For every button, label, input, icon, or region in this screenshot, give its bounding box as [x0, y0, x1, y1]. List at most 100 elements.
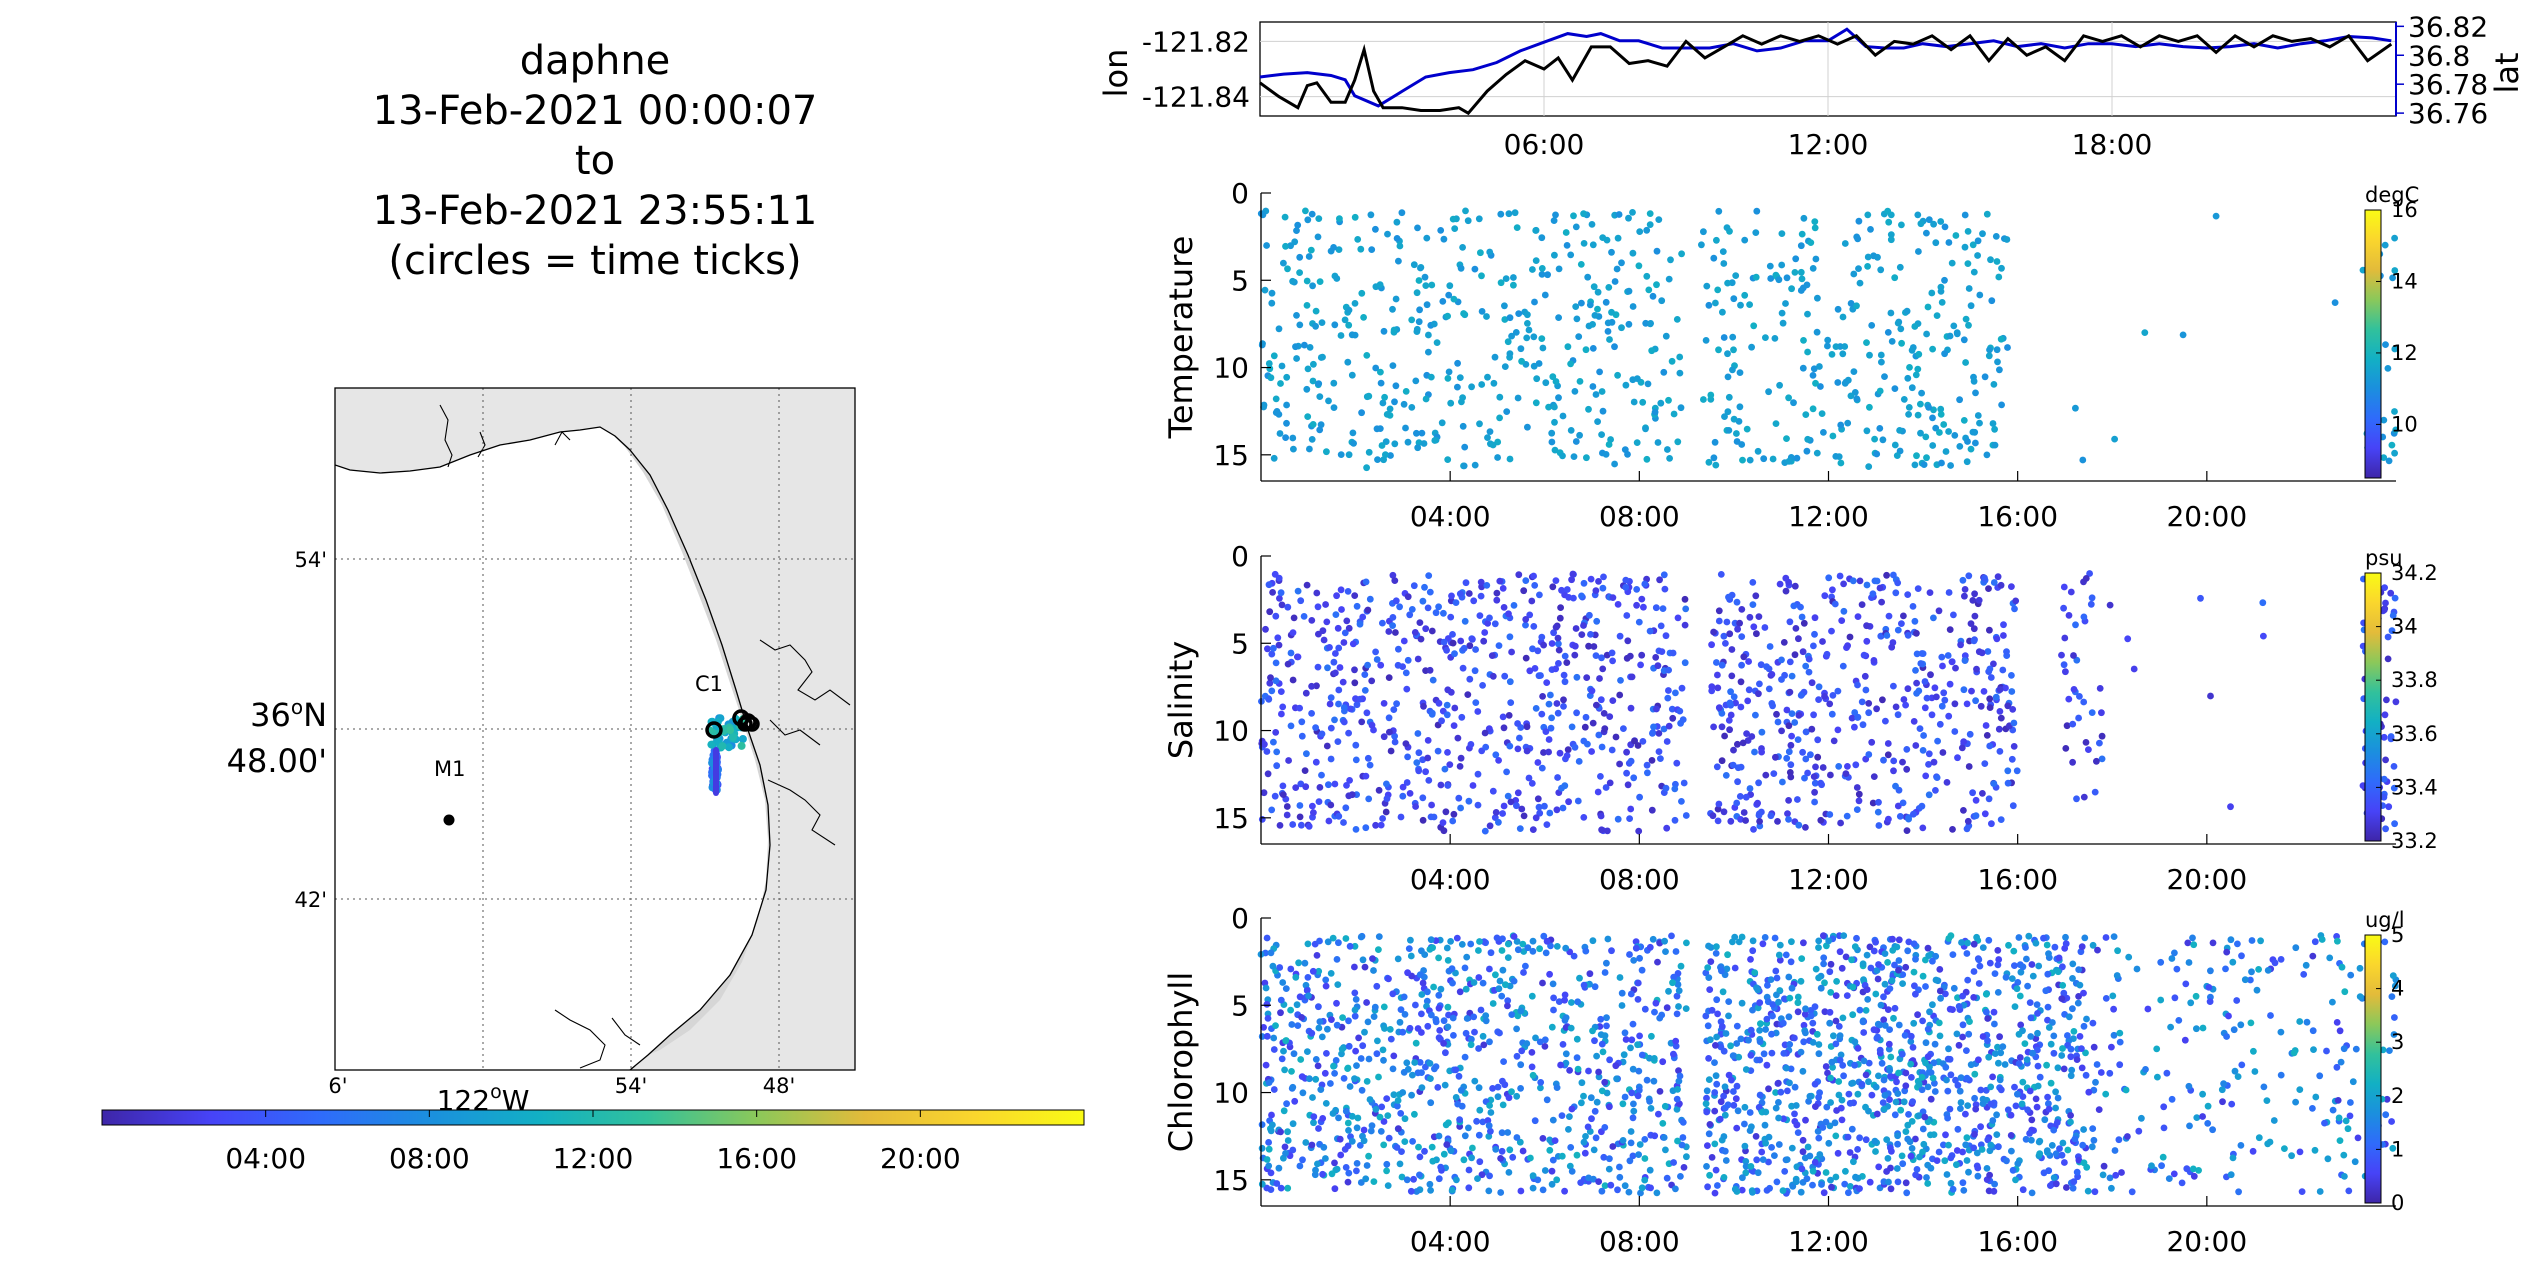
data-point — [2238, 1061, 2246, 1069]
data-point — [2230, 1026, 2238, 1034]
data-point — [2081, 934, 2089, 942]
x-tick-label: 16:00 — [1977, 1225, 2058, 1258]
data-point — [1392, 597, 1400, 605]
data-point — [1768, 1030, 1775, 1038]
data-point — [1937, 405, 1945, 413]
data-point — [1578, 299, 1585, 307]
data-point — [1316, 426, 1324, 434]
data-point — [2310, 1046, 2317, 1053]
data-point — [1960, 1187, 1968, 1194]
data-point — [1810, 711, 1817, 719]
data-point — [1449, 1014, 1457, 1022]
data-point — [1494, 454, 1501, 461]
data-point — [1404, 753, 1411, 761]
data-point — [1443, 711, 1451, 719]
data-point — [1885, 815, 1892, 823]
data-point — [1335, 939, 1342, 947]
data-point — [2080, 1126, 2088, 1133]
data-point — [1575, 758, 1583, 765]
data-point — [1980, 688, 1988, 695]
data-point — [1353, 1167, 1360, 1175]
data-point — [1885, 1040, 1893, 1048]
data-point — [1340, 639, 1348, 646]
data-point — [1470, 597, 1478, 605]
data-point — [1532, 705, 1540, 712]
data-point — [1548, 1167, 1556, 1175]
data-point — [1711, 1189, 1719, 1197]
data-point — [1503, 768, 1510, 776]
data-point — [1660, 725, 1668, 733]
data-point — [1629, 1065, 1637, 1073]
data-point — [1504, 997, 1512, 1004]
data-point — [1678, 798, 1685, 805]
data-point — [2054, 968, 2062, 976]
data-point — [1884, 1006, 1892, 1013]
data-point — [1728, 672, 1736, 680]
data-point — [1921, 678, 1929, 685]
data-point — [2237, 1142, 2245, 1149]
data-point — [1904, 591, 1912, 598]
data-point — [1283, 811, 1291, 819]
data-point — [1715, 607, 1723, 615]
data-point — [1456, 1116, 1463, 1123]
data-point — [1822, 1063, 1830, 1070]
title-line-start: 13-Feb-2021 00:00:07 — [372, 88, 818, 134]
data-point — [1792, 255, 1800, 263]
data-point — [1942, 1131, 1949, 1139]
data-point — [2044, 970, 2052, 978]
data-point — [1560, 703, 1567, 710]
data-point — [1704, 1022, 1712, 1030]
data-point — [1365, 795, 1373, 803]
data-point — [1322, 601, 1329, 608]
data-point — [1823, 1103, 1831, 1111]
data-point — [1290, 614, 1298, 622]
data-point — [1756, 818, 1763, 825]
data-point — [1608, 248, 1615, 256]
data-point — [1741, 236, 1749, 244]
data-point — [1380, 733, 1388, 741]
data-point — [1589, 1027, 1596, 1035]
data-point — [1496, 1029, 1503, 1037]
data-point — [1873, 450, 1881, 458]
data-point — [1660, 571, 1668, 579]
data-point — [1332, 611, 1340, 618]
data-point — [2024, 982, 2031, 990]
data-point — [1675, 1067, 1682, 1074]
data-point — [1994, 989, 2002, 996]
data-point — [1400, 993, 1408, 1001]
data-point — [1604, 319, 1612, 327]
data-point — [1764, 982, 1771, 989]
data-point — [1978, 649, 1986, 657]
data-point — [1759, 940, 1767, 948]
data-point — [1707, 391, 1715, 399]
data-point — [1919, 1148, 1926, 1156]
data-point — [1638, 595, 1646, 603]
data-point — [2008, 1147, 2015, 1155]
data-point — [1810, 365, 1818, 373]
data-point — [1703, 1087, 1711, 1095]
data-point — [1845, 1189, 1852, 1197]
data-point — [1889, 947, 1897, 954]
data-point — [1378, 442, 1386, 449]
data-point — [1774, 1079, 1782, 1087]
data-point — [1530, 362, 1538, 370]
data-point — [1930, 1059, 1938, 1067]
data-point — [1725, 1071, 1733, 1079]
data-point — [1925, 791, 1933, 799]
data-point — [1715, 617, 1723, 625]
data-point — [1469, 635, 1476, 643]
data-point — [1854, 1146, 1861, 1153]
data-point — [1623, 769, 1630, 777]
data-point — [2292, 1098, 2300, 1106]
data-point — [1910, 968, 1918, 976]
data-point — [1555, 646, 1563, 654]
data-point — [1489, 441, 1497, 449]
data-point — [1649, 730, 1656, 737]
data-point — [1715, 800, 1723, 808]
data-point — [1594, 305, 1601, 313]
data-point — [1998, 264, 2005, 272]
data-point — [1459, 394, 1466, 401]
y-tick-label: 10 — [1213, 352, 1249, 385]
data-point — [1673, 1010, 1681, 1018]
data-point — [1951, 728, 1959, 735]
